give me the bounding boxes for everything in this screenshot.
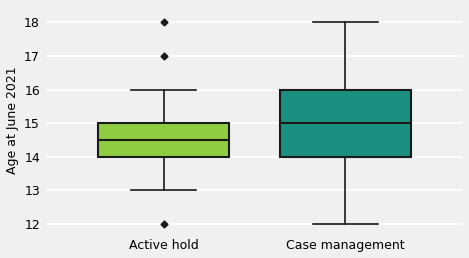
PathPatch shape	[280, 90, 411, 157]
PathPatch shape	[98, 123, 229, 157]
Y-axis label: Age at June 2021: Age at June 2021	[6, 66, 19, 174]
